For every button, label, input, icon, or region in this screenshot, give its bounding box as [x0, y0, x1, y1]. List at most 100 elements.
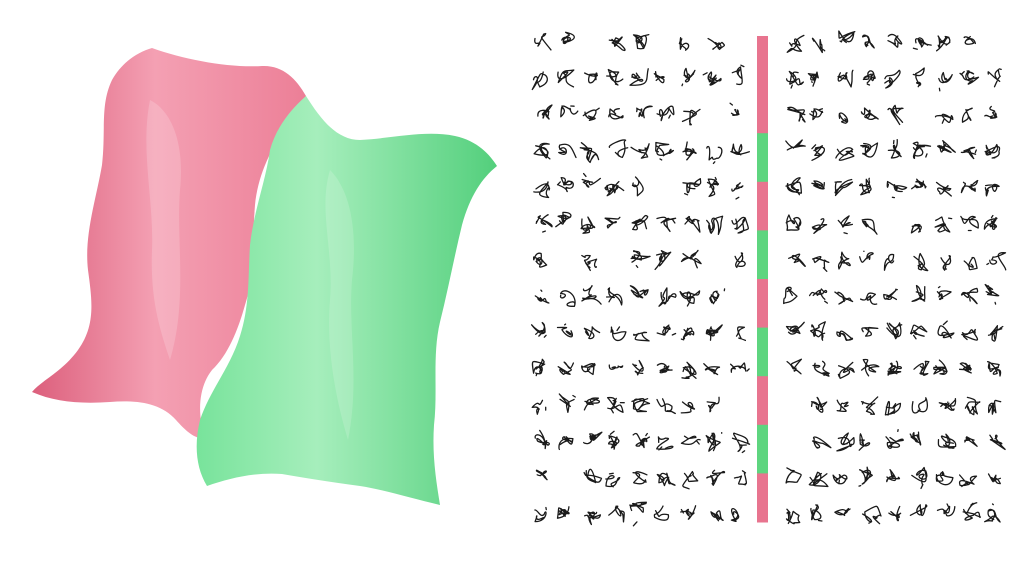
handwritten-glyph [934, 360, 947, 374]
divider-segment-red [757, 36, 768, 85]
handwritten-glyph [559, 144, 576, 157]
handwritten-glyph [659, 288, 676, 306]
handwritten-glyph [862, 359, 879, 375]
handwritten-glyph [611, 327, 626, 341]
handwritten-glyph [809, 472, 828, 486]
handwritten-glyph [710, 289, 725, 304]
handwritten-glyph [939, 73, 952, 91]
handwritten-glyph [938, 321, 954, 338]
handwritten-glyph [911, 325, 927, 339]
handwritten-glyph [609, 431, 619, 449]
handwritten-glyph [559, 437, 573, 450]
handwritten-glyph [657, 364, 672, 373]
handwritten-glyph [937, 287, 951, 300]
handwritten-glyph [961, 181, 977, 193]
handwritten-glyph [584, 398, 599, 410]
handwritten-glyph [657, 325, 675, 335]
handwritten-glyph [837, 331, 853, 340]
glyph-grid-left [532, 32, 750, 526]
handwritten-glyph [633, 433, 649, 447]
handwritten-glyph [839, 252, 851, 269]
handwritten-glyph [884, 289, 898, 299]
handwritten-glyph [886, 430, 903, 449]
handwritten-glyph [732, 183, 743, 199]
handwritten-glyph [837, 400, 848, 411]
handwritten-glyph [965, 437, 977, 447]
handwritten-glyph [683, 472, 698, 489]
handwritten-glyph [835, 180, 852, 196]
handwritten-glyph [810, 289, 828, 303]
handwritten-glyph [682, 362, 696, 378]
handwritten-glyph [608, 398, 625, 413]
handwritten-glyph [884, 254, 893, 270]
handwritten-glyph [609, 37, 625, 50]
handwritten-glyph [706, 433, 722, 452]
handwritten-glyph [960, 363, 972, 373]
handwritten-glyph [939, 399, 955, 411]
handwritten-glyph [787, 322, 805, 334]
handwritten-glyph [941, 256, 951, 271]
handwritten-glyph [912, 179, 926, 189]
handwritten-glyph [861, 108, 878, 119]
handwritten-glyph [887, 470, 900, 482]
handwritten-glyph [585, 73, 598, 83]
handwritten-glyph [633, 361, 643, 375]
divider-color-bar [757, 36, 768, 523]
handwritten-glyph [985, 504, 1000, 522]
handwritten-glyph [810, 109, 823, 120]
handwritten-glyph [938, 504, 955, 516]
handwritten-glyph [838, 216, 852, 234]
handwritten-glyph [937, 36, 950, 51]
handwritten-glyph [637, 106, 652, 118]
handwritten-glyph [888, 34, 902, 47]
handwritten-glyph [730, 103, 739, 115]
handwritten-glyph [812, 219, 826, 233]
divider-segment-red [757, 279, 768, 328]
handwritten-glyph [889, 507, 901, 521]
handwritten-glyph [833, 475, 847, 484]
handwritten-glyph [960, 475, 977, 487]
handwritten-glyph [703, 72, 721, 85]
handwritten-glyph [532, 400, 546, 414]
handwritten-glyph [863, 71, 875, 85]
handwritten-glyph [912, 398, 927, 413]
handwritten-glyph [707, 216, 723, 234]
handwritten-glyph [582, 364, 595, 375]
handwritten-glyph [787, 359, 801, 374]
handwritten-glyph [538, 105, 552, 119]
handwritten-glyph [580, 143, 598, 163]
handwritten-glyph [732, 65, 744, 84]
handwritten-glyph [789, 254, 806, 266]
handwritten-glyph [704, 364, 720, 375]
handwritten-glyph [735, 471, 747, 485]
handwritten-glyph [585, 512, 601, 524]
handwritten-glyph [654, 72, 664, 83]
handwritten-glyph [562, 32, 574, 43]
handwritten-glyph [535, 34, 551, 50]
handwritten-glyph [788, 107, 805, 122]
handwritten-glyph [558, 70, 574, 87]
handwritten-glyph [938, 434, 955, 448]
handwritten-glyph [910, 505, 926, 516]
handwritten-glyph [787, 509, 800, 524]
handwritten-glyph [656, 143, 674, 160]
handwritten-glyph [989, 400, 1001, 414]
handwritten-glyph [707, 397, 719, 411]
handwritten-glyph [985, 107, 997, 119]
handwritten-glyph [837, 433, 854, 451]
handwritten-glyph [862, 328, 878, 337]
handwritten-glyph [935, 217, 952, 232]
handwritten-glyph [558, 362, 573, 374]
handwritten-glyph [685, 216, 700, 232]
handwritten-glyph [914, 361, 929, 375]
handwritten-glyph [558, 324, 573, 337]
divider-segment-red [757, 85, 768, 134]
handwritten-glyph [861, 143, 878, 157]
handwritten-glyph [989, 474, 1001, 484]
handwritten-glyph [632, 399, 650, 412]
handwritten-glyph [984, 216, 997, 230]
handwritten-glyph [633, 472, 647, 484]
divider-segment-green [757, 425, 768, 474]
handwritten-glyph [914, 254, 928, 271]
handwritten-glyph [535, 430, 549, 448]
